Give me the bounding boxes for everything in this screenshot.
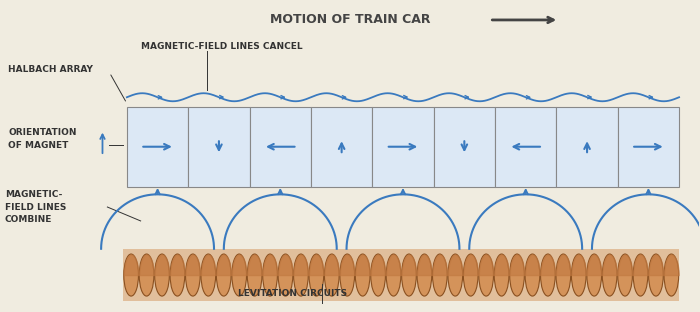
Ellipse shape (340, 254, 355, 296)
Ellipse shape (356, 254, 370, 296)
Text: OF MAGNET: OF MAGNET (8, 141, 69, 150)
Bar (311, 106, 372, 187)
Ellipse shape (124, 254, 139, 296)
Ellipse shape (463, 254, 478, 296)
Ellipse shape (664, 254, 679, 296)
Text: FIELD LINES: FIELD LINES (5, 202, 66, 212)
Ellipse shape (602, 254, 617, 296)
Ellipse shape (309, 254, 323, 296)
Bar (372, 106, 434, 187)
Ellipse shape (634, 254, 648, 296)
Ellipse shape (479, 254, 493, 296)
Ellipse shape (433, 254, 447, 296)
Ellipse shape (139, 254, 154, 296)
Text: ORIENTATION: ORIENTATION (8, 128, 77, 137)
Ellipse shape (417, 254, 432, 296)
Ellipse shape (617, 254, 632, 296)
Ellipse shape (386, 254, 401, 296)
Text: HALBACH ARRAY: HALBACH ARRAY (8, 65, 93, 74)
Ellipse shape (402, 254, 416, 296)
Ellipse shape (556, 254, 570, 296)
Text: MAGNETIC-FIELD LINES CANCEL: MAGNETIC-FIELD LINES CANCEL (141, 42, 302, 51)
Bar (127, 106, 188, 187)
Ellipse shape (587, 254, 601, 296)
Ellipse shape (571, 254, 586, 296)
Ellipse shape (525, 254, 540, 296)
Text: LEVITATION CIRCUITS: LEVITATION CIRCUITS (239, 289, 348, 298)
Ellipse shape (510, 254, 524, 296)
Ellipse shape (262, 254, 277, 296)
Ellipse shape (448, 254, 463, 296)
Bar (495, 106, 556, 187)
Text: COMBINE: COMBINE (5, 215, 52, 224)
Bar (123, 249, 679, 301)
Bar (188, 106, 250, 187)
Ellipse shape (371, 254, 386, 296)
Bar (617, 106, 679, 187)
Ellipse shape (170, 254, 185, 296)
Ellipse shape (155, 254, 169, 296)
Ellipse shape (325, 254, 339, 296)
Text: MAGNETIC-: MAGNETIC- (5, 190, 62, 199)
Ellipse shape (540, 254, 555, 296)
Bar (556, 106, 617, 187)
Bar (434, 106, 495, 187)
Ellipse shape (278, 254, 293, 296)
Text: MOTION OF TRAIN CAR: MOTION OF TRAIN CAR (270, 13, 430, 27)
Ellipse shape (293, 254, 308, 296)
Ellipse shape (186, 254, 200, 296)
Ellipse shape (232, 254, 246, 296)
Bar (250, 106, 311, 187)
Ellipse shape (216, 254, 231, 296)
Ellipse shape (201, 254, 216, 296)
Ellipse shape (649, 254, 664, 296)
Ellipse shape (247, 254, 262, 296)
Ellipse shape (494, 254, 509, 296)
